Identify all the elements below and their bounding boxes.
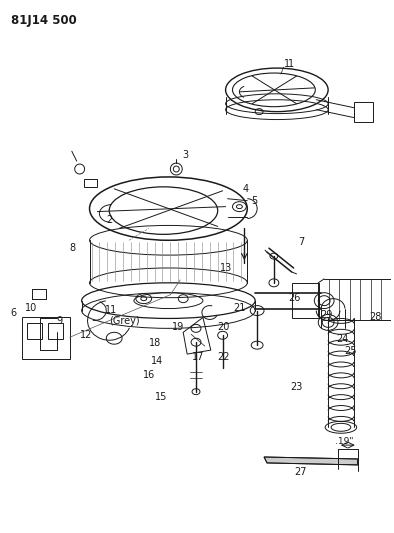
Text: 28: 28 (370, 312, 382, 322)
Text: 17: 17 (192, 352, 204, 362)
Text: 8: 8 (70, 243, 76, 253)
Text: 26: 26 (289, 293, 301, 303)
Text: 5: 5 (251, 196, 257, 206)
Text: 27: 27 (295, 467, 307, 477)
Text: 6: 6 (11, 308, 17, 318)
Text: 1: 1 (284, 59, 290, 69)
Text: 3: 3 (182, 150, 188, 160)
Text: 25: 25 (344, 346, 357, 356)
Text: 11: 11 (105, 304, 117, 314)
Text: 13: 13 (220, 263, 232, 273)
Text: 23: 23 (291, 382, 303, 392)
Text: 22: 22 (218, 352, 230, 362)
Text: 19: 19 (172, 322, 185, 333)
Text: 21: 21 (234, 303, 246, 312)
Text: 15: 15 (154, 392, 167, 402)
Text: 14: 14 (151, 356, 163, 366)
Text: 9: 9 (56, 317, 62, 326)
Text: 2: 2 (106, 215, 113, 225)
Text: 29: 29 (320, 311, 333, 320)
Text: 4: 4 (242, 184, 249, 194)
Polygon shape (264, 457, 358, 465)
Text: 81J14 500: 81J14 500 (11, 14, 76, 27)
Text: 12: 12 (80, 330, 92, 340)
Text: 7: 7 (299, 237, 305, 247)
Text: 18: 18 (149, 338, 161, 348)
Text: (Grey): (Grey) (109, 317, 140, 326)
Text: 24: 24 (336, 334, 348, 344)
Text: 20: 20 (218, 322, 230, 333)
Text: 10: 10 (24, 303, 37, 312)
Text: .19": .19" (335, 437, 353, 446)
Text: 1: 1 (288, 59, 294, 69)
Text: 16: 16 (143, 370, 155, 380)
